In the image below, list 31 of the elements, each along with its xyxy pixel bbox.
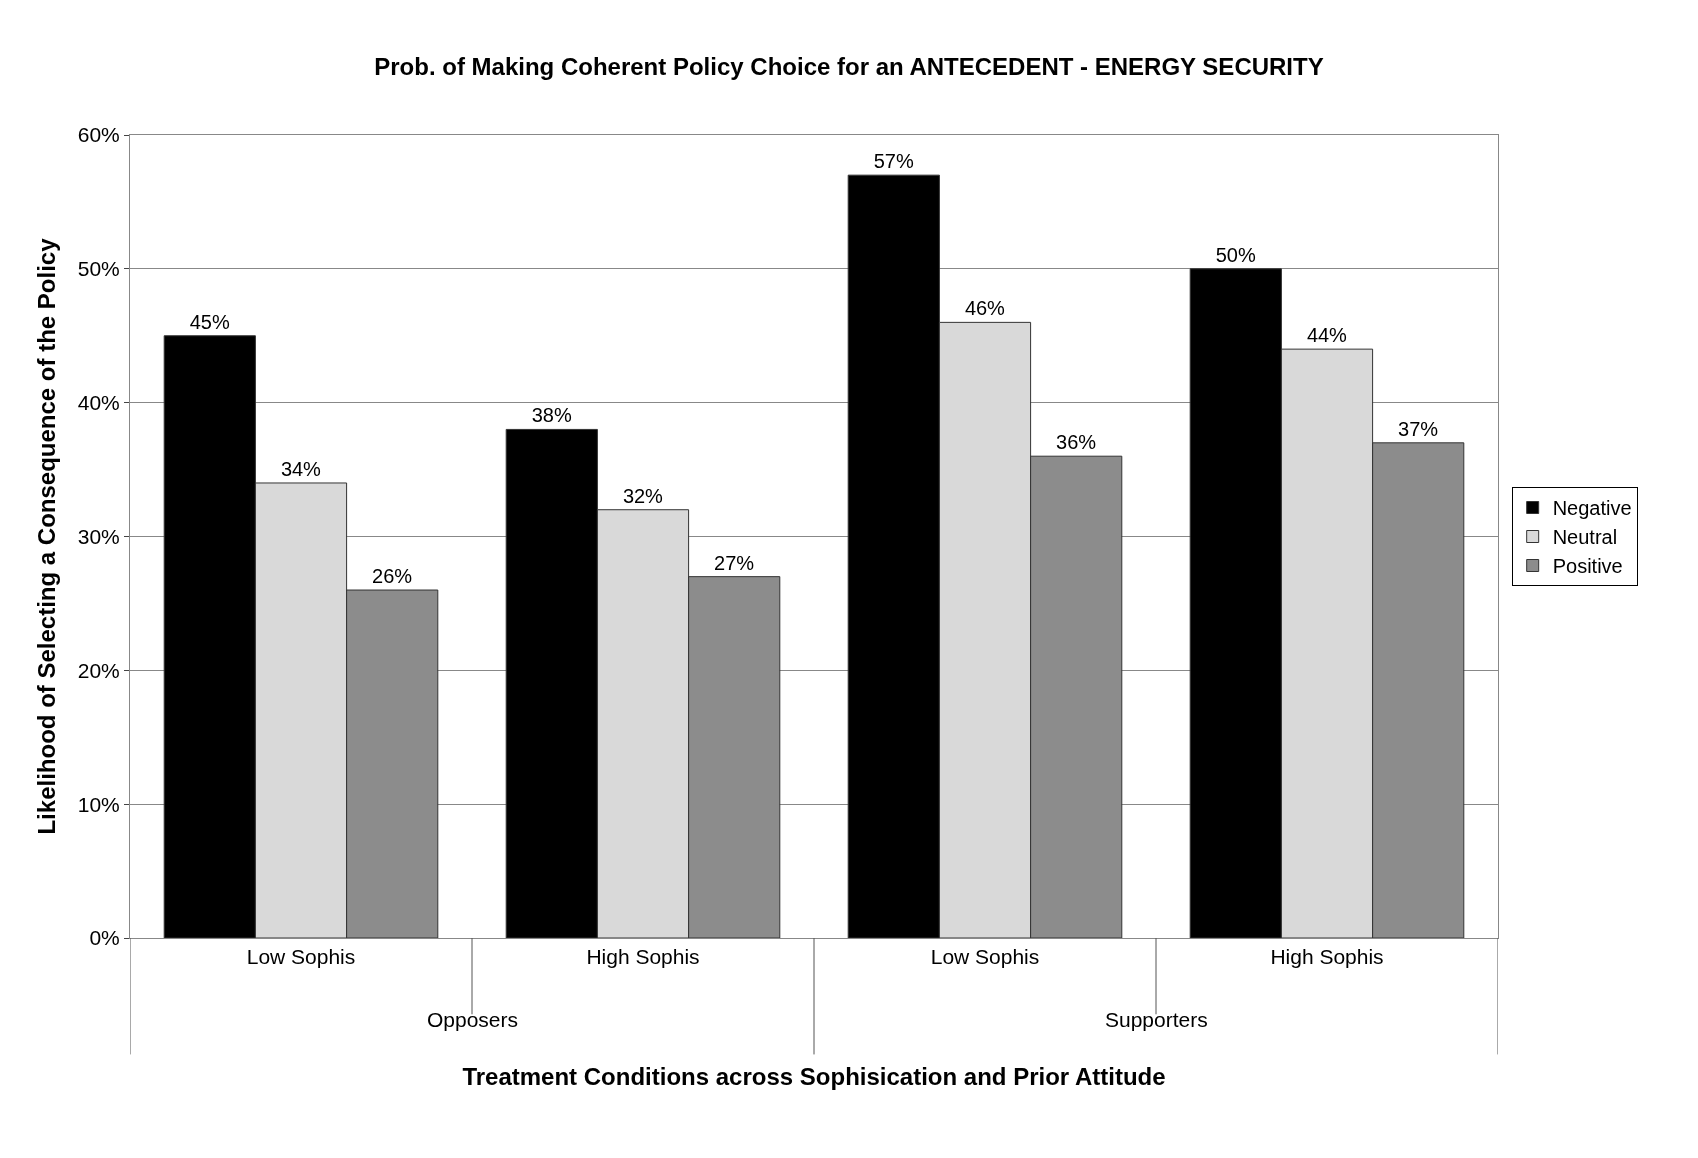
data-label: 37% [1398,417,1439,440]
text: Supporters [1105,1008,1208,1031]
x-axis-title: Treatment Conditions across Sophisication and Prior Attitude [462,1062,1166,1090]
data-label: 44% [1306,324,1348,347]
data-label: 27% [714,551,755,574]
x-tick-label: Low Sophis [246,945,356,969]
text: Opposers [427,1008,519,1031]
data-label: 34% [280,457,322,480]
legend-label: Neutral [1552,526,1618,549]
data-label: 45% [189,310,230,333]
x-tick-label: High Sophis [586,945,700,969]
y-tick-label: 40% [77,391,120,415]
data-label: 50% [1215,243,1256,266]
y-tick-label: 10% [77,792,120,816]
data-label: 32% [622,484,664,507]
data-label: 46% [964,297,1006,320]
data-label: 36% [1056,431,1097,454]
data-label: 57% [873,150,914,173]
y-axis-title: Likelihood of Selecting a Consequence of the Policy [32,237,60,835]
y-tick-label: 60% [77,123,120,147]
x-tick-label: Low Sophis [930,945,1040,969]
legend-label: Negative [1552,497,1632,520]
data-label: 38% [531,404,572,427]
chart-title: Prob. of Making Coherent Policy Choice for an ANTECEDENT - ENERGY SECURITY [374,52,1324,80]
y-tick-label: 20% [77,658,120,682]
y-tick-label: 0% [89,926,120,950]
data-label: 26% [372,565,413,588]
y-tick-label: 50% [77,257,120,281]
x-tick-label: High Sophis [1270,945,1384,969]
legend-label: Positive [1552,555,1623,578]
y-tick-label: 30% [77,524,120,548]
